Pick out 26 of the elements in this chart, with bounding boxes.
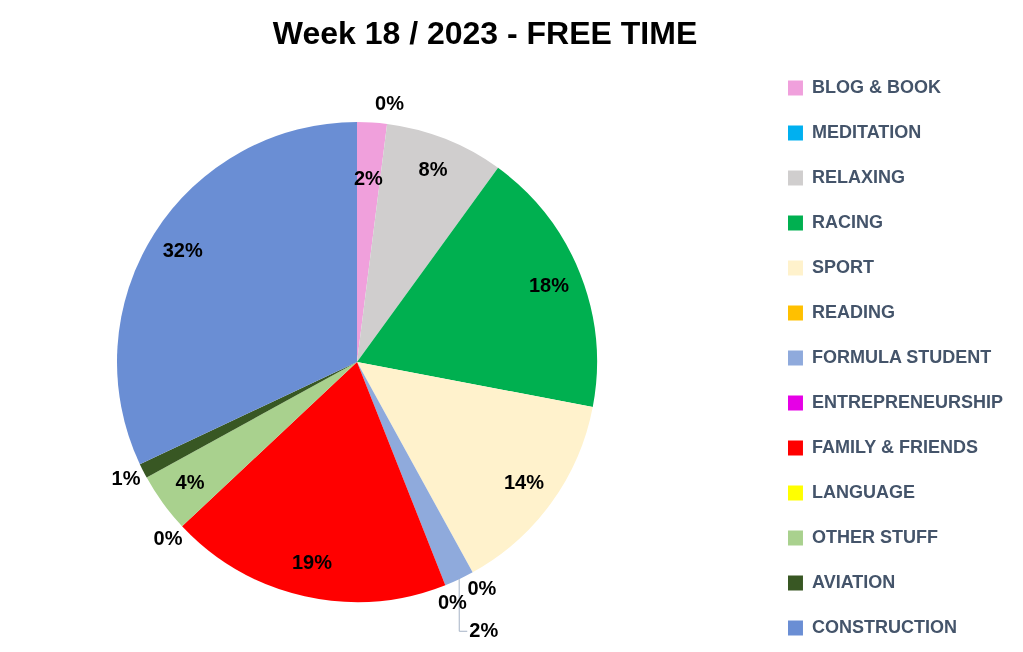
legend-label: READING	[811, 301, 895, 322]
legend-label: MEDITATION	[811, 121, 922, 142]
text: 0%	[375, 92, 404, 115]
legend-label: SPORT	[811, 256, 874, 277]
data-label: 4%	[175, 470, 205, 493]
legend-label: OTHER STUFF	[811, 526, 938, 547]
legend-label: CONSTRUCTION	[811, 616, 957, 637]
legend-label: LANGUAGE	[811, 481, 915, 502]
chart-title: Week 18 / 2023 - FREE TIME	[272, 15, 698, 52]
data-label: 1%	[111, 467, 141, 490]
data-label: 19%	[291, 550, 333, 573]
data-label: 32%	[162, 238, 203, 261]
text: 0%	[437, 590, 467, 613]
data-label: 8%	[418, 157, 448, 180]
legend-label: BLOG & BOOK	[811, 76, 941, 97]
legend-label: AVIATION	[811, 571, 896, 592]
data-label: 2%	[469, 618, 499, 641]
legend-label: FAMILY & FRIENDS	[811, 436, 978, 457]
data-label: 18%	[528, 273, 570, 296]
legend-label: FORMULA STUDENT	[811, 346, 992, 367]
legend-label: RACING	[811, 211, 883, 232]
legend-label: RELAXING	[811, 166, 905, 187]
text: 0%	[153, 526, 183, 549]
data-label: 14%	[503, 470, 545, 493]
legend-label: ENTREPRENEURSHIP	[811, 391, 1003, 412]
text: 0%	[467, 576, 497, 599]
